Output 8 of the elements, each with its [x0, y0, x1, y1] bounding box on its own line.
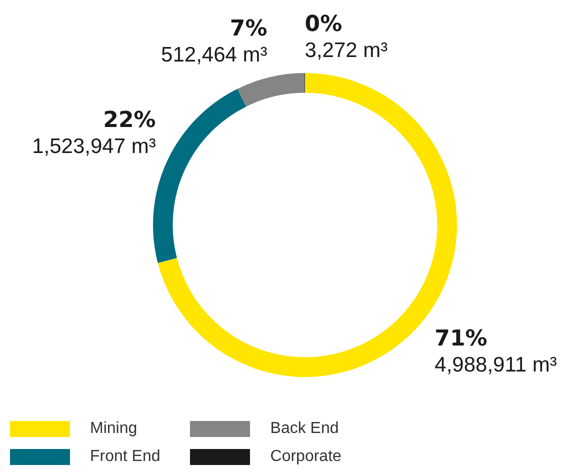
legend-label: Back End: [270, 420, 339, 438]
data-label: 0% 3,272 m³: [304, 12, 388, 62]
data-label: 71% 4,988,911 m³: [434, 326, 557, 376]
data-label: 7% 512,464 m³: [161, 16, 268, 66]
legend-label: Corporate: [270, 448, 342, 466]
legend-label: Front End: [90, 448, 160, 466]
data-label: 22% 1,523,947 m³: [32, 108, 156, 158]
legend-label: Mining: [90, 420, 138, 438]
